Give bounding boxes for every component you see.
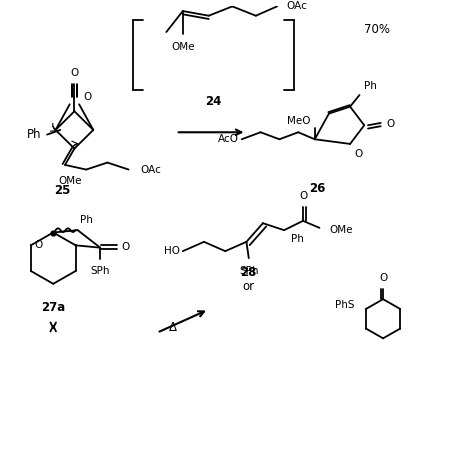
Text: AcO: AcO	[219, 134, 239, 144]
Text: Ph: Ph	[80, 215, 93, 225]
Text: O: O	[83, 92, 91, 102]
Text: O: O	[387, 119, 395, 129]
Text: 70%: 70%	[364, 23, 390, 36]
Text: SPh: SPh	[91, 266, 110, 276]
Text: PhS: PhS	[335, 300, 355, 310]
Text: OMe: OMe	[329, 225, 352, 235]
Text: OAc: OAc	[286, 1, 307, 11]
Text: 26: 26	[309, 182, 325, 195]
Text: O: O	[355, 148, 363, 159]
Text: O: O	[35, 240, 43, 250]
Text: O: O	[70, 68, 79, 78]
Text: O: O	[379, 273, 387, 283]
Text: SPh: SPh	[239, 266, 258, 276]
Text: Ph: Ph	[291, 235, 304, 245]
Text: Ph: Ph	[364, 81, 377, 91]
Text: O: O	[300, 191, 308, 201]
Text: 25: 25	[55, 184, 71, 197]
Text: 24: 24	[205, 95, 222, 109]
Text: MeO: MeO	[287, 116, 310, 126]
Text: Ph: Ph	[27, 128, 42, 141]
Text: 27a: 27a	[41, 301, 65, 314]
Text: OMe: OMe	[171, 42, 194, 52]
Text: OAc: OAc	[140, 164, 161, 174]
Text: Δ: Δ	[169, 320, 177, 334]
Text: HO: HO	[164, 246, 181, 256]
Text: or: or	[243, 280, 255, 292]
Text: OMe: OMe	[58, 176, 82, 186]
Text: O: O	[121, 242, 129, 252]
Text: 28: 28	[241, 265, 257, 279]
